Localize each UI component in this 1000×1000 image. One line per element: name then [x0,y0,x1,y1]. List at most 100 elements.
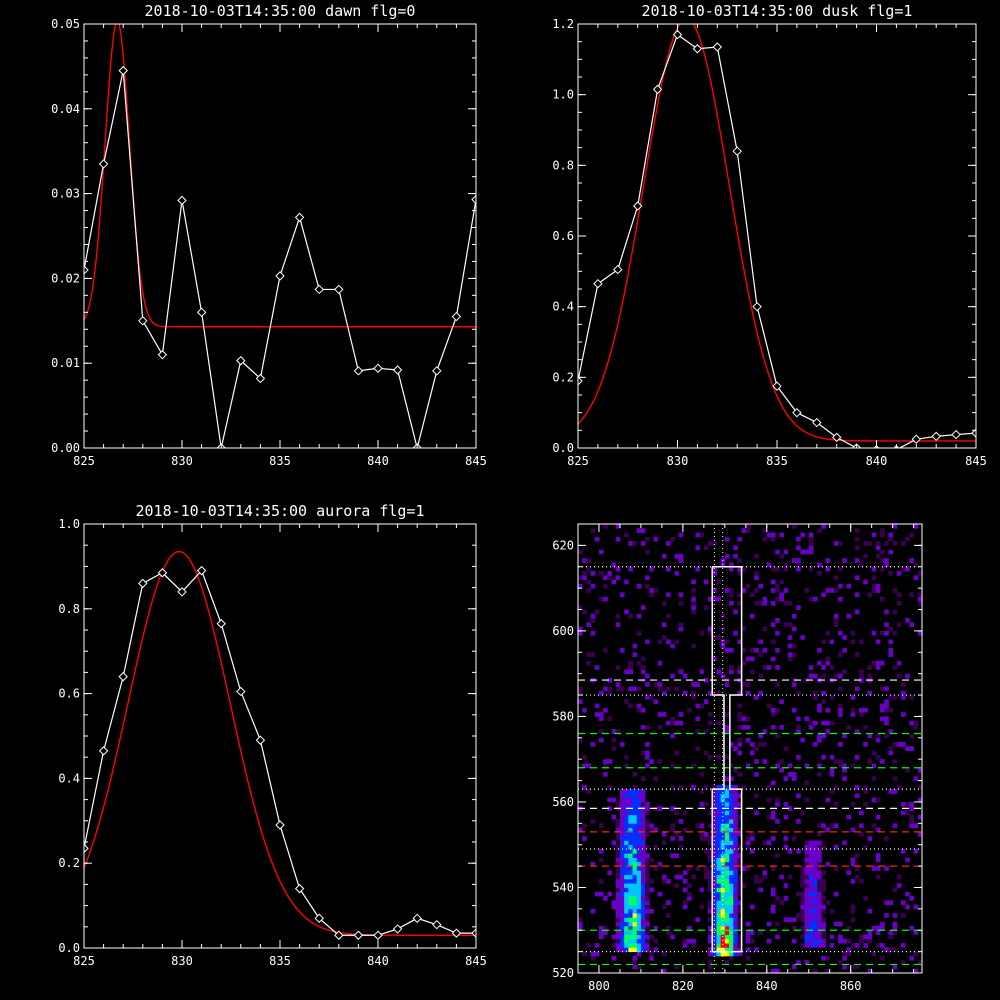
heatmap-cell [637,952,642,957]
heatmap-cell [779,592,784,597]
heatmap-cell [855,558,860,563]
heatmap-cell [725,785,730,790]
heatmap-cell [859,639,864,644]
heatmap-cell [620,896,625,901]
heatmap-cell [838,939,843,944]
heatmap-cell [855,755,860,760]
heatmap-cell [788,917,793,922]
heatmap-cell [821,909,826,914]
heatmap-cell [863,896,868,901]
heatmap-cell [700,704,705,709]
heatmap-cell [813,930,818,935]
heatmap-cell [746,956,751,961]
heatmap-cell [654,939,659,944]
heatmap-cell [637,845,642,850]
heatmap-cell [876,798,881,803]
heatmap-cell [826,862,831,867]
heatmap-cell [603,896,608,901]
heatmap-cell [733,811,738,816]
heatmap-cell [586,652,591,657]
heatmap-cell [788,849,793,854]
heatmap-cell [779,768,784,773]
heatmap-cell [624,815,629,820]
heatmap-cell [641,605,646,610]
heatmap-cell [763,759,768,764]
heatmap-cell [628,870,633,875]
heatmap-cell [654,588,659,593]
heatmap-cell [637,900,642,905]
heatmap-cell [821,939,826,944]
heatmap-cell [708,721,713,726]
heatmap-cell [591,819,596,824]
heatmap-cell [846,614,851,619]
heatmap-cell [905,892,910,897]
heatmap-cell [612,798,617,803]
heatmap-cell [725,811,730,816]
heatmap-cell [729,866,734,871]
heatmap-cell [679,627,684,632]
heatmap-cell [637,939,642,944]
heatmap-cell [674,554,679,559]
heatmap-cell [620,909,625,914]
heatmap-cell [628,686,633,691]
heatmap-cell [876,875,881,880]
heatmap-cell [695,533,700,538]
heatmap-cell [633,883,638,888]
heatmap-cell [746,682,751,687]
heatmap-cell [658,639,663,644]
heatmap-cell [788,875,793,880]
heatmap-cell [888,695,893,700]
heatmap-cell [750,832,755,837]
heatmap-cell [893,930,898,935]
heatmap-cell [624,905,629,910]
heatmap-cell [817,772,822,777]
heatmap-cell [838,541,843,546]
heatmap-cell [683,870,688,875]
heatmap-cell [637,917,642,922]
heatmap-cell [842,558,847,563]
heatmap-cell [796,605,801,610]
x-tick-label: 820 [672,979,694,993]
heatmap-cell [914,524,919,529]
heatmap-cell [649,879,654,884]
heatmap-cell [633,828,638,833]
data-point-aurora [256,736,264,744]
heatmap-cell [645,853,650,858]
heatmap-cell [880,597,885,602]
heatmap-cell [649,592,654,597]
heatmap-cell [578,550,583,555]
heatmap-cell [591,909,596,914]
y-tick-label: 1.2 [552,17,574,31]
heatmap-cell [813,862,818,867]
heatmap-cell [914,905,919,910]
heatmap-cell [641,930,646,935]
heatmap-cell [796,913,801,918]
heatmap-cell [725,648,730,653]
data-point-dusk [614,266,622,274]
heatmap-cell [750,614,755,619]
heatmap-cell [813,935,818,940]
x-tick-label: 830 [667,454,689,468]
heatmap-cell [637,858,642,863]
heatmap-cell [775,665,780,670]
heatmap-cell [809,887,814,892]
heatmap-cell [633,644,638,649]
heatmap-cell [691,601,696,606]
heatmap-cell [641,802,646,807]
heatmap-cell [670,674,675,679]
heatmap-cell [725,725,730,730]
heatmap-cell [586,567,591,572]
heatmap-cell [725,845,730,850]
heatmap-cell [628,811,633,816]
heatmap-cell [800,917,805,922]
heatmap-cell [637,896,642,901]
heatmap-cell [721,858,726,863]
heatmap-cell [733,866,738,871]
heatmap-cell [746,930,751,935]
heatmap-cell [813,870,818,875]
heatmap-cell [775,597,780,602]
heatmap-cell [700,772,705,777]
heatmap-cell [800,900,805,905]
heatmap-cell [616,802,621,807]
heatmap-cell [649,956,654,961]
